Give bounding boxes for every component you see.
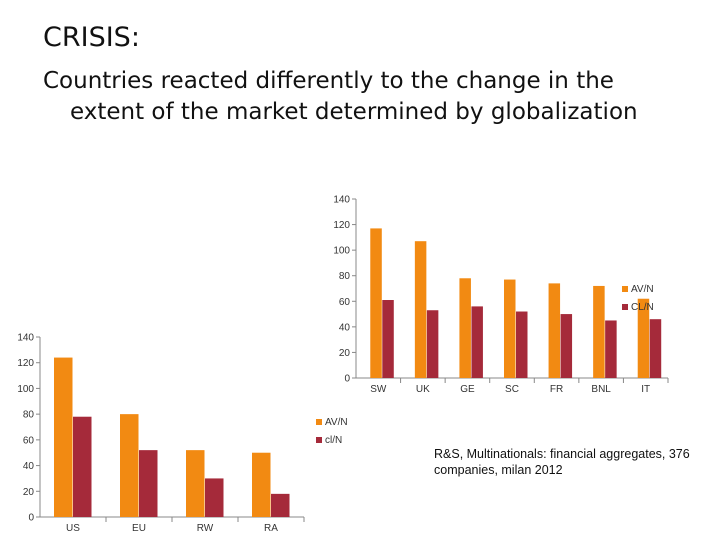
y-tick-label: 80: [339, 271, 351, 282]
y-tick-label: 140: [17, 333, 34, 344]
x-tick-label: SW: [370, 384, 387, 395]
y-tick-label: 140: [333, 195, 350, 206]
bar-av-n-ge: [459, 278, 471, 378]
legend-label: cl/N: [325, 435, 342, 446]
bar-av-n-uk: [414, 241, 427, 378]
x-tick-label: GE: [460, 384, 475, 395]
legend-swatch: [622, 304, 628, 310]
legend-label: AV/N: [325, 417, 348, 428]
slide-subtitle: Countries reacted differently to the cha…: [43, 66, 683, 128]
bar-cl-n-sc: [516, 311, 528, 378]
y-tick-label: 60: [23, 435, 35, 446]
y-tick-label: 100: [17, 384, 34, 395]
x-tick-label: UK: [416, 384, 430, 395]
y-tick-label: 120: [333, 220, 350, 231]
bar-cl-n-eu: [139, 450, 158, 517]
source-citation: R&S, Multinationals: financial aggregate…: [434, 447, 690, 477]
x-tick-label: IT: [641, 384, 650, 395]
x-tick-label: FR: [550, 384, 563, 395]
x-tick-label: EU: [132, 523, 146, 534]
bar-av-n-sc: [504, 279, 516, 378]
y-tick-label: 20: [339, 348, 351, 359]
bar-av-n-us: [54, 357, 73, 517]
bar-av-n-it: [637, 298, 650, 378]
slide-title: CRISIS:: [43, 22, 140, 53]
y-tick-label: 100: [333, 246, 350, 257]
x-tick-label: US: [66, 523, 80, 534]
bar-cl-n-bnl: [605, 320, 617, 378]
bar-av-n-ra: [252, 452, 271, 517]
x-tick-label: BNL: [591, 384, 611, 395]
bar-av-n-bnl: [593, 285, 605, 378]
bar-av-n-sw: [370, 228, 382, 378]
subtitle-line-2: extent of the market determined by globa…: [70, 99, 638, 125]
subtitle-line-1: Countries reacted differently to the cha…: [43, 68, 614, 94]
bar-cl-n-sw: [382, 300, 394, 378]
bar-cl-n-fr: [560, 314, 573, 378]
bar-cl-n-it: [649, 319, 662, 378]
y-tick-label: 20: [23, 487, 35, 498]
bar-av-n-eu: [120, 414, 139, 517]
legend-label: CL/N: [631, 302, 654, 313]
bar-av-n-fr: [548, 283, 561, 378]
bar-cl-n-rw: [205, 478, 224, 517]
legend-label: AV/N: [631, 284, 654, 295]
y-tick-label: 60: [339, 297, 351, 308]
bar-cl-n-us: [73, 416, 92, 517]
y-tick-label: 0: [344, 374, 350, 385]
bar-cl-n-uk: [426, 310, 439, 378]
x-tick-label: RW: [197, 523, 214, 534]
x-tick-label: RA: [264, 523, 278, 534]
legend-swatch: [316, 437, 322, 443]
x-tick-label: SC: [505, 384, 519, 395]
legend-swatch: [622, 286, 628, 292]
y-tick-label: 0: [28, 513, 34, 524]
y-tick-label: 120: [17, 358, 34, 369]
legend-swatch: [316, 419, 322, 425]
y-tick-label: 40: [339, 322, 351, 333]
y-tick-label: 80: [23, 410, 35, 421]
bar-cl-n-ra: [271, 493, 290, 517]
bar-cl-n-ge: [471, 306, 483, 378]
y-tick-label: 40: [23, 461, 35, 472]
bar-av-n-rw: [186, 450, 205, 517]
